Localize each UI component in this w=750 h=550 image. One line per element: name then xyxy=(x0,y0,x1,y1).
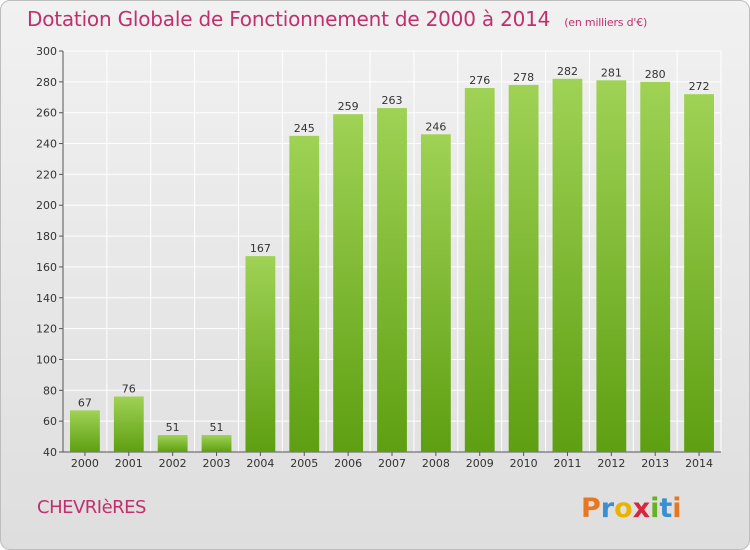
y-tick-label: 160 xyxy=(36,261,57,274)
x-tick-label: 2004 xyxy=(246,457,274,470)
bar xyxy=(377,108,407,453)
data-label: 245 xyxy=(294,122,315,135)
y-tick-label: 240 xyxy=(36,138,57,151)
bar xyxy=(508,84,539,452)
data-label: 76 xyxy=(122,382,136,395)
commune-name: CHEVRIèRES xyxy=(37,497,147,518)
bar xyxy=(684,94,714,452)
y-tick-label: 280 xyxy=(36,76,57,89)
x-tick-label: 2007 xyxy=(378,457,406,470)
bar xyxy=(289,135,320,453)
chart-title: Dotation Globale de Fonctionnement de 20… xyxy=(27,7,647,31)
bar xyxy=(70,410,100,452)
bar xyxy=(420,134,451,453)
bar xyxy=(464,88,495,452)
data-label: 51 xyxy=(210,421,224,434)
title-text: Dotation Globale de Fonctionnement de 20… xyxy=(27,7,551,31)
x-tick-label: 2001 xyxy=(115,457,143,470)
data-label: 280 xyxy=(645,68,666,81)
x-tick-label: 2009 xyxy=(466,457,494,470)
data-label: 282 xyxy=(557,65,578,78)
y-tick-label: 200 xyxy=(36,199,57,212)
bar xyxy=(552,78,583,452)
x-tick-label: 2011 xyxy=(553,457,581,470)
bar xyxy=(113,396,144,452)
x-tick-label: 2006 xyxy=(334,457,362,470)
unit-label: (en milliers d'€) xyxy=(564,16,648,29)
data-label: 51 xyxy=(166,421,180,434)
x-tick-label: 2005 xyxy=(290,457,318,470)
proxiti-logo: Proxiti xyxy=(581,493,682,524)
data-label: 276 xyxy=(469,74,490,87)
data-label: 263 xyxy=(382,94,403,107)
data-label: 67 xyxy=(78,396,92,409)
y-tick-label: 260 xyxy=(36,107,57,120)
bar-chart: 67 76 51 51 167 245 259 263 246 276 278 282 281 280 27… xyxy=(36,45,722,470)
bar xyxy=(201,435,232,452)
y-tick-label: 40 xyxy=(43,446,57,459)
x-tick-label: 2000 xyxy=(71,457,99,470)
y-tick-label: 120 xyxy=(36,323,57,336)
x-tick-label: 2002 xyxy=(159,457,187,470)
data-label: 167 xyxy=(250,242,271,255)
y-tick-label: 180 xyxy=(36,230,57,243)
data-label: 246 xyxy=(425,120,446,133)
y-tick-label: 140 xyxy=(36,292,57,305)
svg-text:Proxiti: Proxiti xyxy=(581,493,682,524)
x-tick-label: 2003 xyxy=(203,457,231,470)
x-tick-label: 2013 xyxy=(641,457,669,470)
data-label: 278 xyxy=(513,71,534,84)
tick-labels: 40 60 80 100 120 140 160 180 200 220 240 260 280 300 2… xyxy=(36,45,713,470)
data-labels: 67 76 51 51 167 245 259 263 246 276 278 282 281 280 27… xyxy=(78,65,710,434)
data-label: 281 xyxy=(601,66,622,79)
data-label: 272 xyxy=(689,80,710,93)
y-tick-label: 300 xyxy=(36,45,57,58)
x-tick-label: 2008 xyxy=(422,457,450,470)
bar xyxy=(245,256,276,452)
x-tick-label: 2014 xyxy=(685,457,713,470)
bar xyxy=(157,435,188,452)
data-label: 259 xyxy=(338,100,359,113)
x-tick-label: 2010 xyxy=(510,457,538,470)
bars xyxy=(70,78,714,453)
bar xyxy=(596,80,627,453)
y-tick-label: 220 xyxy=(36,168,57,181)
y-tick-label: 100 xyxy=(36,353,57,366)
y-tick-label: 60 xyxy=(43,415,57,428)
bar xyxy=(333,114,364,452)
x-tick-label: 2012 xyxy=(597,457,625,470)
y-tick-label: 80 xyxy=(43,384,57,397)
bar xyxy=(640,81,671,452)
